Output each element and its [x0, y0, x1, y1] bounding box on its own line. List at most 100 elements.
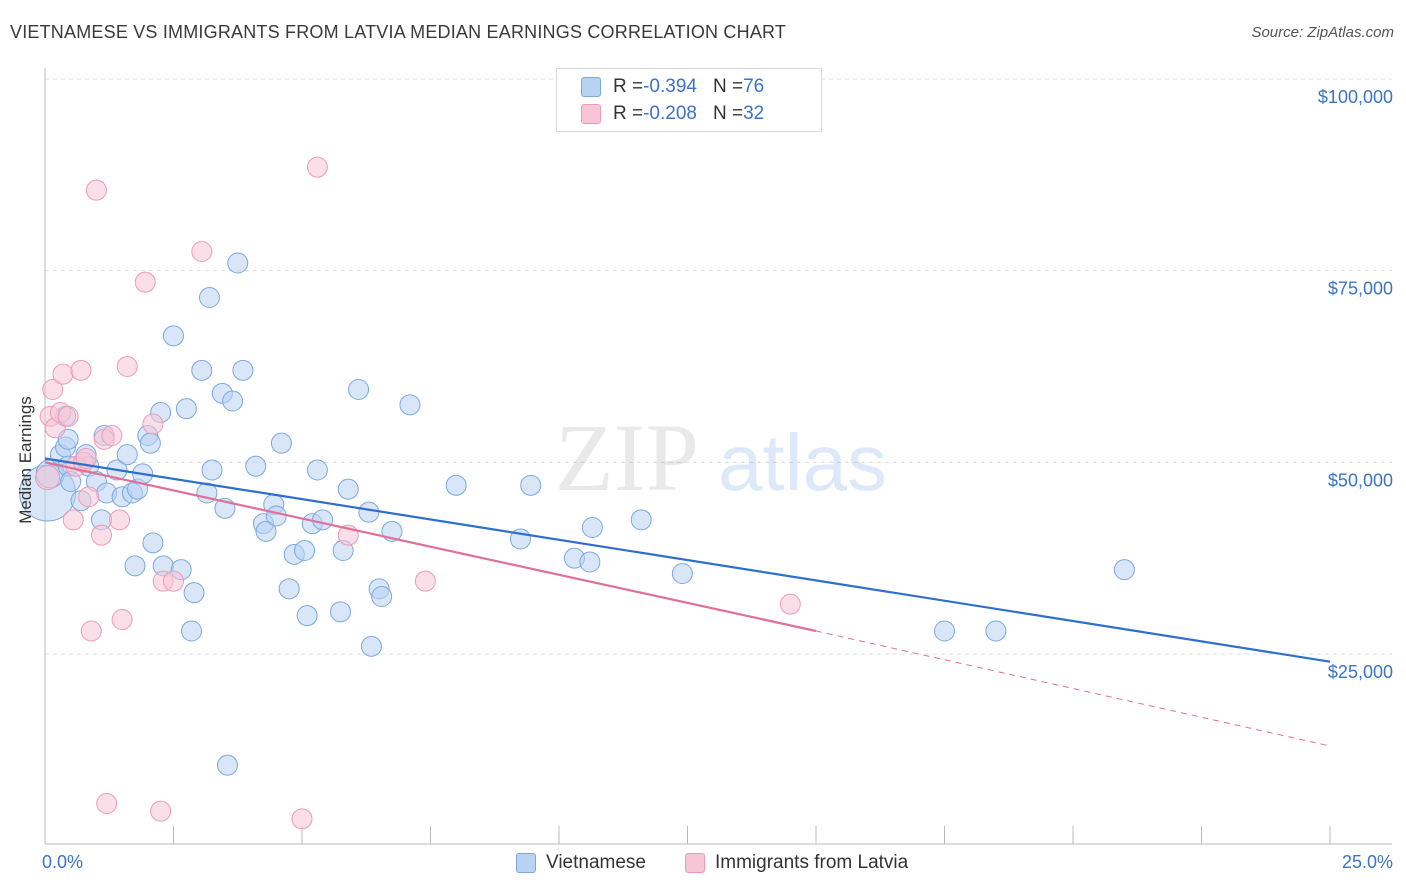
point-vietnamese — [358, 501, 380, 523]
y-tick-label: $25,000 — [1328, 662, 1393, 682]
point-vietnamese — [360, 635, 382, 657]
point-vietnamese — [520, 474, 542, 496]
point-vietnamese — [445, 474, 467, 496]
point-latvia — [779, 593, 801, 615]
point-latvia — [80, 620, 102, 642]
point-vietnamese — [671, 563, 693, 584]
point-latvia — [291, 808, 313, 830]
point-latvia — [78, 486, 100, 508]
point-vietnamese — [630, 509, 652, 531]
legend-r-value: -0.394 — [643, 76, 697, 97]
point-latvia — [150, 800, 172, 822]
point-vietnamese — [116, 444, 138, 466]
point-vietnamese — [399, 394, 421, 416]
point-latvia — [85, 179, 107, 201]
point-latvia — [70, 359, 92, 381]
series-swatch-pink — [685, 853, 705, 873]
point-vietnamese — [198, 287, 220, 308]
x-tick-max: 25.0% — [1341, 852, 1393, 872]
legend-n-value: 32 — [743, 103, 765, 124]
point-vietnamese — [337, 478, 359, 500]
legend-n-label: N = — [712, 103, 744, 124]
y-tick-label: $50,000 — [1328, 470, 1393, 490]
point-vietnamese — [191, 359, 213, 381]
point-latvia — [42, 379, 64, 400]
point-latvia — [101, 425, 123, 446]
point-latvia — [116, 356, 138, 377]
point-latvia — [62, 509, 84, 531]
legend-n-label: N = — [712, 76, 744, 97]
point-vietnamese — [139, 432, 161, 454]
point-latvia — [35, 465, 61, 491]
point-vietnamese — [142, 532, 164, 554]
point-vietnamese — [265, 505, 287, 527]
point-vietnamese — [216, 754, 238, 776]
y-axis-label: Median Earnings — [16, 396, 35, 524]
x-tick-min: 0.0% — [42, 852, 84, 872]
chart-source: Source: ZipAtlas.com — [1251, 24, 1394, 41]
point-vietnamese — [227, 252, 249, 274]
legend-row-vietnamese: R = -0.394 N = 76 — [581, 74, 764, 100]
trend-latvia — [44, 461, 817, 633]
trend-latvia-extension — [815, 630, 1331, 747]
watermark-atlas: atlas — [718, 418, 887, 507]
correlation-legend: R = -0.394 N = 76 R = -0.208 N = 32 — [556, 68, 822, 132]
point-vietnamese — [124, 555, 146, 577]
point-vietnamese — [579, 551, 601, 573]
point-vietnamese — [296, 605, 318, 627]
axes — [44, 68, 1392, 845]
point-latvia — [414, 570, 436, 592]
point-vietnamese — [201, 459, 223, 481]
point-vietnamese — [183, 582, 205, 604]
point-vietnamese — [348, 379, 370, 400]
legend-r-label: R = — [613, 76, 644, 97]
point-vietnamese — [312, 509, 334, 531]
y-tick-label: $75,000 — [1328, 279, 1393, 299]
legend-swatch-blue — [581, 77, 601, 97]
point-vietnamese — [985, 620, 1007, 642]
point-latvia — [109, 509, 131, 531]
point-vietnamese — [255, 520, 277, 542]
chart-title: VIETNAMESE VS IMMIGRANTS FROM LATVIA MED… — [10, 22, 787, 42]
series-legend: Vietnamese Immigrants from Latvia — [0, 852, 1406, 878]
series-legend-label: Vietnamese — [546, 852, 646, 873]
point-vietnamese — [222, 390, 244, 412]
watermark-zip: ZIP — [555, 404, 699, 511]
point-vietnamese — [175, 398, 197, 420]
point-vietnamese — [306, 459, 328, 481]
point-vietnamese — [232, 359, 254, 381]
point-latvia — [306, 156, 328, 178]
legend-r-value: -0.208 — [643, 103, 697, 124]
legend-row-latvia: R = -0.208 N = 32 — [581, 101, 764, 127]
series-legend-label: Immigrants from Latvia — [715, 852, 909, 873]
series-legend-vietnamese[interactable]: Vietnamese — [516, 852, 646, 874]
point-vietnamese — [245, 455, 267, 477]
point-vietnamese — [330, 601, 352, 623]
legend-swatch-pink — [581, 104, 601, 124]
point-latvia — [111, 609, 133, 630]
series-swatch-blue — [516, 853, 536, 873]
point-latvia — [91, 524, 113, 546]
trend-vietnamese — [44, 457, 1331, 663]
point-vietnamese — [934, 620, 955, 642]
point-vietnamese — [278, 578, 300, 600]
y-tick-labels: $25,000 $50,000 $75,000 $100,000 — [1318, 87, 1393, 682]
point-vietnamese — [180, 620, 202, 642]
legend-n-value: 76 — [743, 76, 765, 97]
point-vietnamese — [371, 586, 393, 607]
point-latvia — [57, 405, 79, 427]
point-vietnamese — [163, 325, 184, 347]
trend-lines — [44, 457, 1331, 747]
point-vietnamese — [294, 540, 316, 561]
legend-r-label: R = — [613, 103, 644, 124]
data-points — [19, 156, 1135, 830]
point-vietnamese — [270, 432, 292, 454]
point-latvia — [142, 413, 164, 435]
point-vietnamese — [581, 517, 603, 538]
point-latvia — [163, 570, 184, 592]
point-vietnamese — [1113, 559, 1135, 581]
series-legend-latvia[interactable]: Immigrants from Latvia — [685, 852, 908, 874]
y-tick-label: $100,000 — [1318, 87, 1393, 107]
point-latvia — [191, 241, 213, 262]
